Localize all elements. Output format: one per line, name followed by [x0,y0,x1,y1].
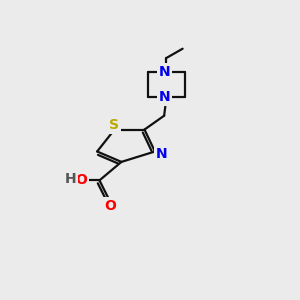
Text: H: H [65,172,76,186]
Text: O: O [104,199,116,213]
Text: N: N [158,65,170,79]
Text: N: N [156,147,168,161]
Text: O: O [75,173,87,188]
Text: N: N [158,90,170,104]
Text: S: S [110,118,119,132]
